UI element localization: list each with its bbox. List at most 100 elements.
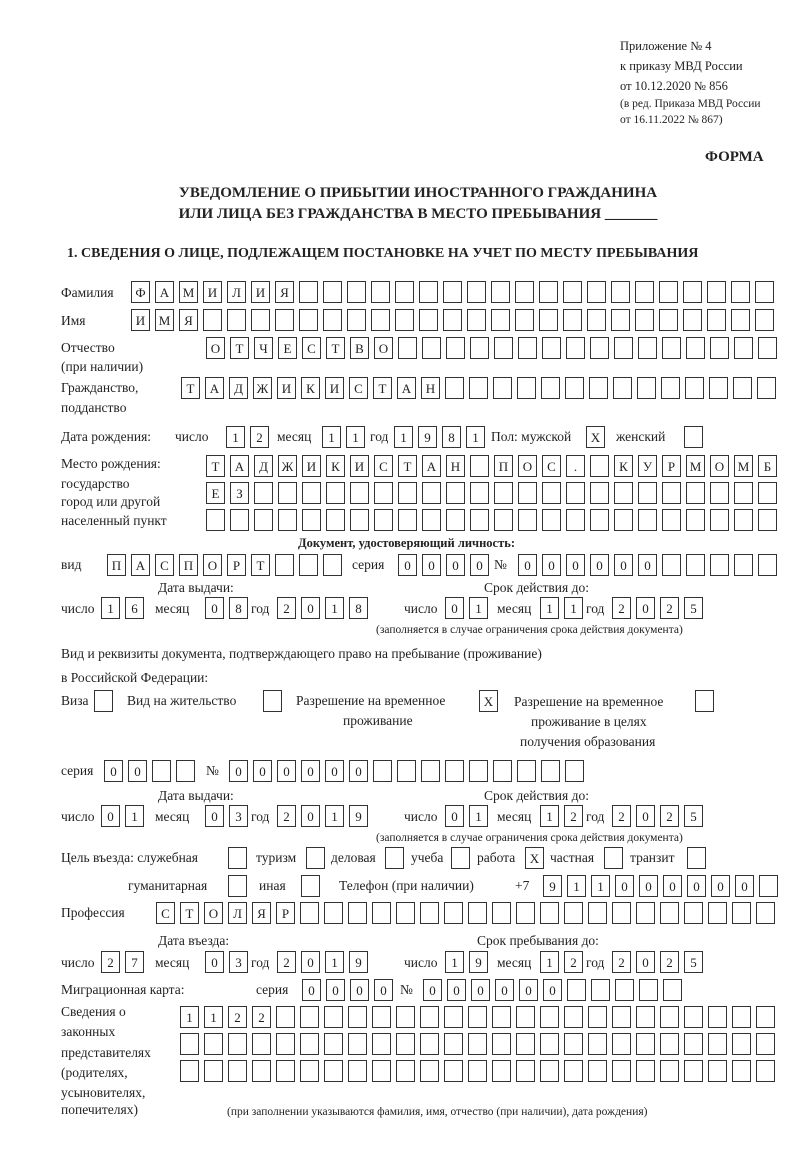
char-box[interactable]: М (155, 309, 174, 331)
char-box[interactable] (494, 337, 513, 359)
char-box[interactable]: 9 (349, 951, 368, 973)
char-box[interactable]: Т (251, 554, 270, 576)
char-box[interactable]: 0 (687, 875, 706, 897)
char-box[interactable] (615, 979, 634, 1001)
char-box[interactable]: 1 (322, 426, 341, 448)
char-box[interactable]: 0 (422, 554, 441, 576)
char-box[interactable] (564, 1006, 583, 1028)
char-box[interactable]: И (350, 455, 369, 477)
char-box[interactable] (251, 309, 270, 331)
char-box[interactable]: 0 (253, 760, 272, 782)
char-box[interactable] (662, 554, 681, 576)
char-box[interactable] (300, 1033, 319, 1055)
char-box[interactable]: 1 (325, 951, 344, 973)
char-box[interactable] (613, 377, 632, 399)
char-box[interactable]: Н (421, 377, 440, 399)
char-box[interactable] (494, 509, 513, 531)
char-box[interactable]: 2 (564, 805, 583, 827)
char-box[interactable] (420, 1006, 439, 1028)
char-box[interactable]: 0 (205, 951, 224, 973)
char-box[interactable] (683, 281, 702, 303)
char-box[interactable] (420, 902, 439, 924)
char-box[interactable]: 0 (350, 979, 369, 1001)
char-box[interactable] (638, 509, 657, 531)
purpose-work-checkbox[interactable]: X (525, 847, 544, 869)
char-box[interactable] (734, 554, 753, 576)
char-box[interactable] (470, 482, 489, 504)
char-box[interactable]: С (374, 455, 393, 477)
char-box[interactable] (444, 1033, 463, 1055)
char-box[interactable] (227, 309, 246, 331)
char-box[interactable] (419, 281, 438, 303)
char-box[interactable] (517, 760, 536, 782)
char-box[interactable]: 0 (735, 875, 754, 897)
char-box[interactable]: 1 (466, 426, 485, 448)
char-box[interactable] (590, 482, 609, 504)
char-box[interactable] (660, 1033, 679, 1055)
char-box[interactable] (516, 902, 535, 924)
char-box[interactable] (228, 1033, 247, 1055)
char-box[interactable]: А (230, 455, 249, 477)
char-box[interactable] (566, 337, 585, 359)
char-box[interactable] (302, 509, 321, 531)
char-box[interactable]: Т (206, 455, 225, 477)
char-box[interactable]: 0 (636, 805, 655, 827)
char-box[interactable]: 8 (349, 597, 368, 619)
char-box[interactable] (204, 1033, 223, 1055)
char-box[interactable] (588, 1033, 607, 1055)
char-box[interactable] (348, 1060, 367, 1082)
char-box[interactable]: 2 (612, 805, 631, 827)
char-box[interactable]: А (422, 455, 441, 477)
char-box[interactable] (636, 1006, 655, 1028)
char-box[interactable]: 0 (471, 979, 490, 1001)
char-box[interactable]: 5 (684, 951, 703, 973)
char-box[interactable] (709, 377, 728, 399)
char-box[interactable] (374, 509, 393, 531)
char-box[interactable] (612, 1060, 631, 1082)
char-box[interactable]: И (203, 281, 222, 303)
char-box[interactable] (152, 760, 171, 782)
char-box[interactable]: З (230, 482, 249, 504)
char-box[interactable] (372, 1006, 391, 1028)
char-box[interactable] (492, 902, 511, 924)
char-box[interactable]: 1 (591, 875, 610, 897)
char-box[interactable] (563, 309, 582, 331)
char-box[interactable] (397, 760, 416, 782)
char-box[interactable] (299, 309, 318, 331)
char-box[interactable] (564, 902, 583, 924)
char-box[interactable]: А (397, 377, 416, 399)
char-box[interactable]: Б (758, 455, 777, 477)
char-box[interactable]: О (710, 455, 729, 477)
char-box[interactable]: 0 (325, 760, 344, 782)
char-box[interactable] (684, 426, 703, 448)
char-box[interactable] (707, 309, 726, 331)
char-box[interactable]: 6 (125, 597, 144, 619)
char-box[interactable]: 2 (612, 597, 631, 619)
char-box[interactable] (419, 309, 438, 331)
char-box[interactable]: Р (227, 554, 246, 576)
char-box[interactable] (180, 1033, 199, 1055)
char-box[interactable] (539, 281, 558, 303)
char-box[interactable] (276, 1033, 295, 1055)
char-box[interactable] (470, 455, 489, 477)
char-box[interactable] (636, 1060, 655, 1082)
char-box[interactable]: 1 (394, 426, 413, 448)
char-box[interactable]: X (586, 426, 605, 448)
char-box[interactable] (684, 1060, 703, 1082)
char-box[interactable] (686, 509, 705, 531)
char-box[interactable]: 0 (711, 875, 730, 897)
char-box[interactable] (275, 309, 294, 331)
char-box[interactable] (278, 509, 297, 531)
char-box[interactable] (492, 1006, 511, 1028)
char-box[interactable] (372, 1060, 391, 1082)
char-box[interactable]: 0 (205, 805, 224, 827)
char-box[interactable] (663, 979, 682, 1001)
